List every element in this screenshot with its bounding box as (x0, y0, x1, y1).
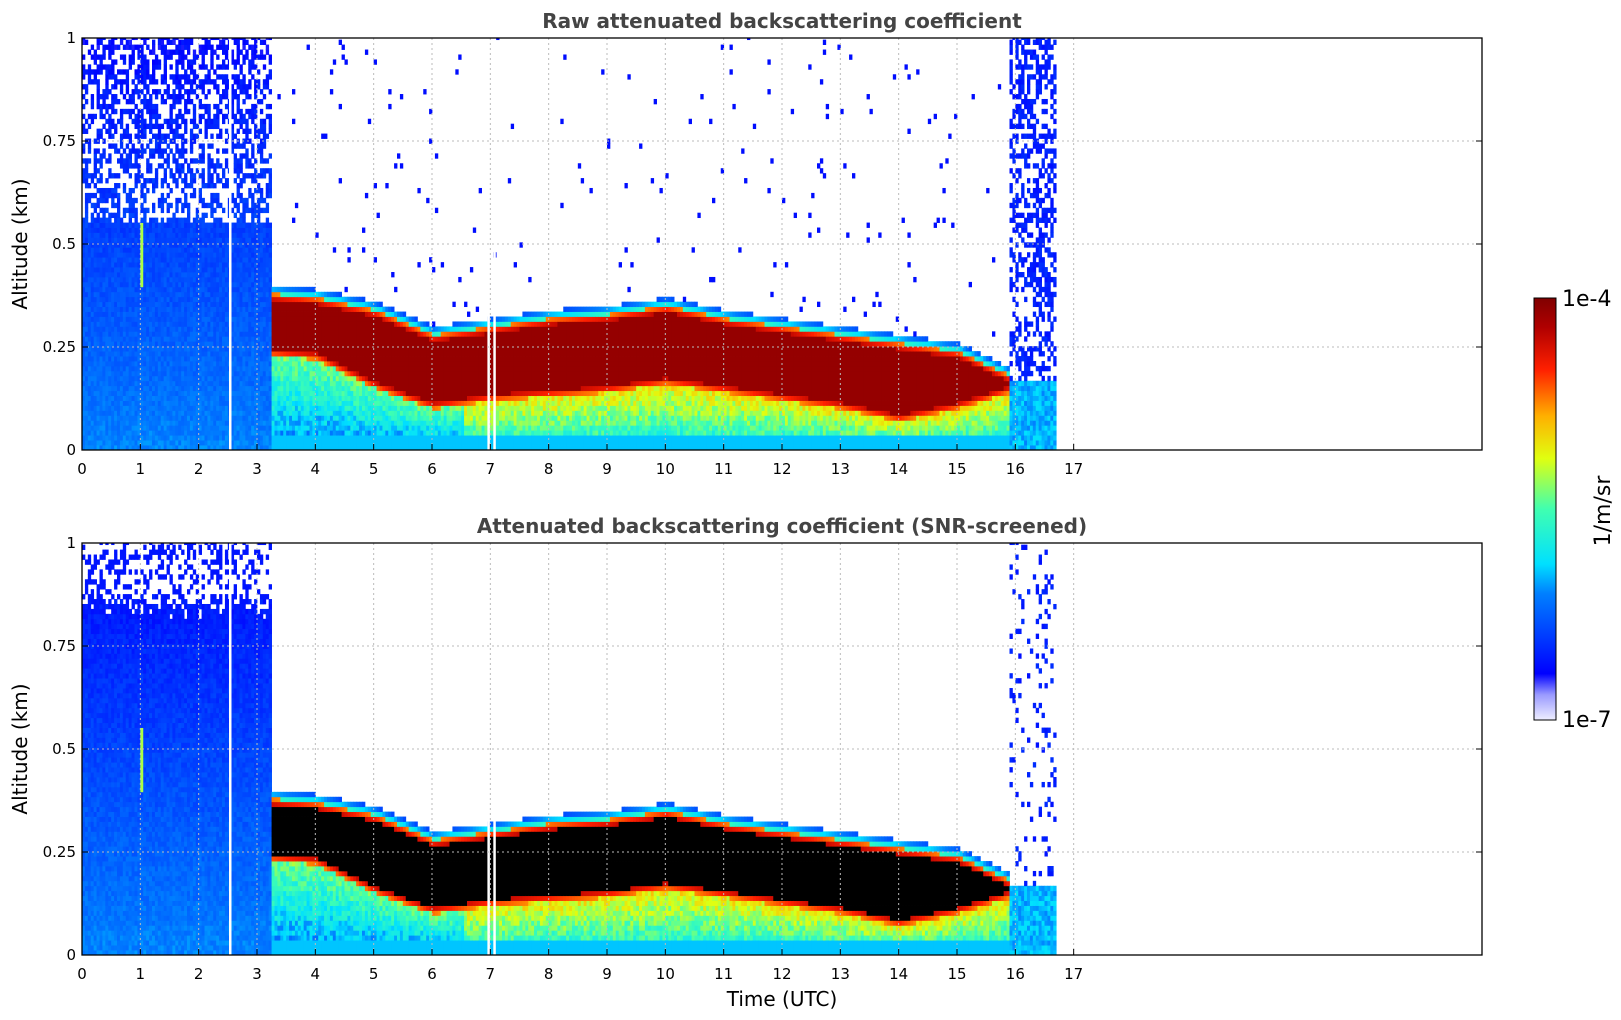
y-axis: 0 0.25 0.5 0.75 1 (43, 534, 1482, 964)
x-tick-label: 8 (544, 965, 554, 983)
x-tick-label: 4 (311, 460, 321, 478)
x-tick-label: 5 (369, 965, 379, 983)
x-tick-label: 17 (1064, 965, 1083, 983)
colorbar-max-label: 1e-4 (1562, 287, 1611, 312)
x-tick-label: 6 (427, 965, 437, 983)
x-tick-label: 14 (889, 460, 908, 478)
x-tick-label: 10 (656, 460, 675, 478)
x-tick-label: 15 (947, 965, 966, 983)
x-tick-label: 5 (369, 460, 379, 478)
y-axis-label: Altitude (km) (8, 683, 32, 814)
chart-title: Raw attenuated backscattering coefficien… (542, 9, 1022, 33)
y-tick-label: 0.75 (43, 637, 76, 655)
x-tick-label: 13 (831, 460, 850, 478)
x-tick-label: 3 (252, 460, 262, 478)
x-tick-label: 4 (311, 965, 321, 983)
backscatter-image (82, 38, 1057, 450)
x-tick-label: 9 (602, 460, 612, 478)
x-tick-label: 13 (831, 965, 850, 983)
x-tick-label: 17 (1064, 460, 1083, 478)
x-tick-label: 0 (77, 460, 87, 478)
y-tick-label: 1 (66, 29, 76, 47)
x-tick-label: 16 (1006, 460, 1025, 478)
x-tick-label: 10 (656, 965, 675, 983)
grid (82, 38, 1482, 450)
x-tick-label: 9 (602, 965, 612, 983)
y-axis-label: Altitude (km) (8, 178, 32, 309)
y-tick-label: 0.5 (52, 740, 76, 758)
y-tick-label: 0.25 (43, 843, 76, 861)
x-axis: 0 1 2 3 4 5 6 7 8 9 10 11 12 13 14 15 16 17 (77, 949, 1083, 983)
x-tick-label: 8 (544, 460, 554, 478)
x-tick-label: 0 (77, 965, 87, 983)
x-tick-label: 2 (194, 965, 204, 983)
colorbar-min-label: 1e-7 (1562, 708, 1611, 733)
y-tick-label: 0.25 (43, 338, 76, 356)
x-tick-label: 3 (252, 965, 262, 983)
x-tick-label: 14 (889, 965, 908, 983)
y-tick-label: 0 (66, 946, 76, 964)
x-tick-label: 15 (947, 460, 966, 478)
colorbar: 1e-4 1e-7 1/m/sr (1533, 287, 1616, 733)
colorbar-scale (1533, 297, 1557, 721)
x-tick-label: 12 (772, 460, 791, 478)
x-tick-label: 7 (486, 965, 496, 983)
y-tick-label: 0.5 (52, 235, 76, 253)
x-tick-label: 2 (194, 460, 204, 478)
x-tick-label: 7 (486, 460, 496, 478)
x-tick-label: 6 (427, 460, 437, 478)
chart-title: Attenuated backscattering coefficient (S… (477, 514, 1087, 538)
x-tick-label: 12 (772, 965, 791, 983)
grid (82, 543, 1482, 955)
x-tick-label: 1 (136, 460, 146, 478)
y-tick-label: 0 (66, 441, 76, 459)
x-axis-label: Time (UTC) (726, 987, 838, 1011)
x-tick-label: 16 (1006, 965, 1025, 983)
panel-screened: Attenuated backscattering coefficient (S… (8, 514, 1483, 1011)
y-tick-label: 0.75 (43, 132, 76, 150)
x-axis: 0 1 2 3 4 5 6 7 8 9 10 11 12 13 14 15 16 17 (77, 444, 1083, 478)
backscatter-image (82, 543, 1057, 955)
x-tick-label: 1 (136, 965, 146, 983)
panel-raw: Raw attenuated backscattering coefficien… (8, 9, 1483, 478)
y-tick-label: 1 (66, 534, 76, 552)
x-tick-label: 11 (714, 965, 733, 983)
x-tick-label: 11 (714, 460, 733, 478)
colorbar-label: 1/m/sr (1591, 475, 1616, 547)
y-axis: 0 0.25 0.5 0.75 1 (43, 29, 1482, 459)
